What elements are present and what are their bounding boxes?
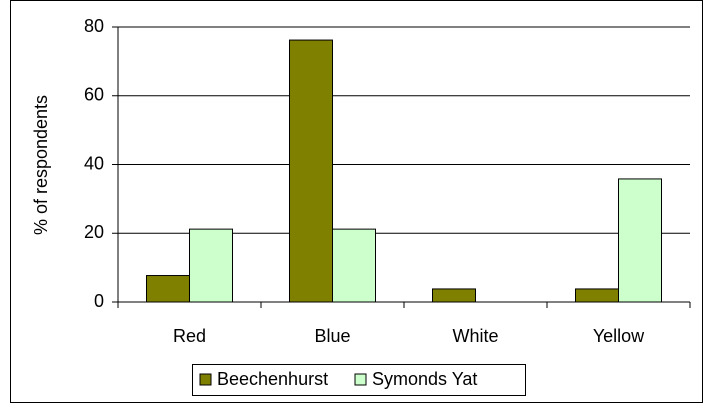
bar <box>189 228 233 303</box>
bar <box>575 288 619 303</box>
bar <box>146 275 190 303</box>
bar <box>289 39 333 303</box>
y-tick-label: 0 <box>94 291 104 311</box>
y-tick-label: 40 <box>84 153 104 173</box>
x-tick-label: White <box>452 326 498 346</box>
y-tick-label: 60 <box>84 85 104 105</box>
bar <box>332 228 376 303</box>
y-axis-label: % of respondents <box>31 95 51 235</box>
legend-swatch <box>199 373 212 386</box>
legend-swatch <box>354 373 367 386</box>
legend-label: Beechenhurst <box>217 369 328 389</box>
chart-frame <box>10 0 703 403</box>
bar <box>432 288 476 303</box>
x-tick-label: Yellow <box>593 326 645 346</box>
legend-label: Symonds Yat <box>372 369 477 389</box>
bar <box>618 178 662 303</box>
y-tick-label: 80 <box>84 16 104 36</box>
y-tick-label: 20 <box>84 222 104 242</box>
x-tick-label: Red <box>173 326 206 346</box>
x-tick-label: Blue <box>314 326 350 346</box>
